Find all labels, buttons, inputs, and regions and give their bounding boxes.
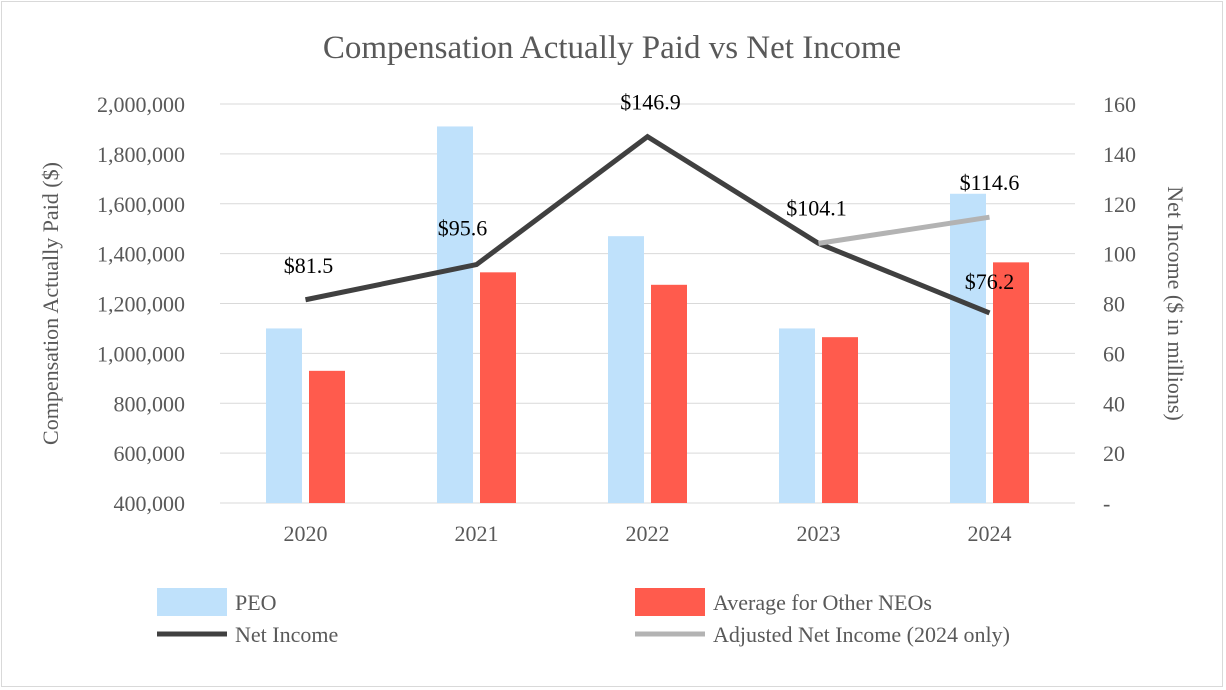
net-income-label-2021: $95.6 [438, 216, 488, 241]
peo-bar-2023 [779, 328, 815, 503]
net-income-label-2022: $146.9 [620, 90, 681, 115]
peo-bar-2020 [266, 328, 302, 503]
legend-peo-label: PEO [235, 590, 277, 615]
y2-tick-label: 120 [1103, 192, 1136, 217]
y-tick-label: 600,000 [114, 441, 186, 466]
y2-tick-label: 160 [1103, 92, 1136, 117]
net-income-line [304, 133, 991, 316]
y-tick-label: 1,400,000 [97, 242, 185, 267]
y-tick-label: 2,000,000 [97, 92, 185, 117]
legend-net-income-label: Net Income [235, 622, 338, 647]
y-tick-label: 1,600,000 [97, 192, 185, 217]
legend-neo-swatch [635, 588, 705, 616]
y2-axis-title: Net Income ($ in millions) [1163, 186, 1188, 421]
y2-tick-label: - [1103, 491, 1110, 516]
x-tick-label: 2024 [968, 521, 1012, 546]
y2-tick-label: 20 [1103, 441, 1125, 466]
neo-bar-2024 [993, 262, 1029, 503]
y-tick-label: 400,000 [114, 491, 186, 516]
x-tick-label: 2021 [455, 521, 499, 546]
x-tick-label: 2022 [626, 521, 670, 546]
y2-tick-label: 140 [1103, 142, 1136, 167]
peo-bar-2022 [608, 236, 644, 503]
neo-bar-2022 [651, 284, 687, 503]
y2-tick-label: 60 [1103, 341, 1125, 366]
y-tick-label: 1,200,000 [97, 292, 185, 317]
legend-neo-label: Average for Other NEOs [713, 590, 932, 615]
adjusted-net-income-line [818, 214, 990, 246]
x-tick-label: 2020 [284, 521, 328, 546]
adjusted-net-income-label-2024: $114.6 [960, 170, 1020, 195]
net-income-label-2024: $76.2 [965, 269, 1015, 294]
net-income-label-2020: $81.5 [284, 253, 334, 278]
y2-tick-label: 100 [1103, 242, 1136, 267]
y2-tick-label: 80 [1103, 292, 1125, 317]
net-income-label-2023: $104.1 [786, 195, 847, 220]
y-tick-label: 1,000,000 [97, 341, 185, 366]
neo-bar-2020 [309, 370, 345, 503]
peo-bar-2024 [950, 193, 986, 503]
chart-title: Compensation Actually Paid vs Net Income [323, 30, 901, 66]
x-tick-label: 2023 [797, 521, 841, 546]
peo-bar-2021 [437, 126, 473, 503]
y-tick-label: 1,800,000 [97, 142, 185, 167]
y2-tick-label: 40 [1103, 391, 1125, 416]
neo-bar-2023 [822, 337, 858, 503]
neo-bar-2021 [480, 272, 516, 503]
legend-peo-swatch [157, 588, 227, 616]
y-axis-title: Compensation Actually Paid ($) [38, 162, 63, 445]
legend-adjusted-net-income-label: Adjusted Net Income (2024 only) [713, 622, 1010, 647]
y-tick-label: 800,000 [114, 391, 186, 416]
